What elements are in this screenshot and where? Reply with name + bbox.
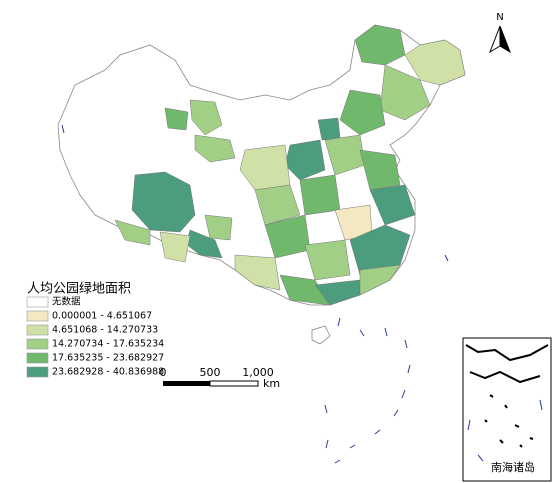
- region: [339, 89, 386, 136]
- region: [299, 174, 341, 216]
- region: [404, 39, 466, 86]
- region: [349, 224, 411, 276]
- region: [317, 117, 341, 141]
- region: [369, 184, 416, 226]
- region: [254, 184, 301, 226]
- region: [189, 99, 223, 136]
- region: [204, 214, 233, 241]
- inset-title: 南海诸岛: [491, 460, 535, 474]
- legend-swatch: [26, 310, 49, 322]
- inset-boundary: [467, 399, 543, 462]
- inset-islands: [484, 394, 534, 448]
- sea-boundary: [61, 124, 449, 464]
- region: [159, 231, 191, 263]
- scale-bar: km 0 500 1,000: [160, 366, 281, 390]
- scale-tick-label: 0: [160, 366, 167, 379]
- scale-segment: [209, 380, 259, 387]
- arrow-right: [499, 25, 511, 54]
- region: [354, 24, 406, 66]
- legend-swatch: [26, 296, 49, 308]
- map: [57, 24, 466, 464]
- region: [359, 264, 401, 296]
- legend-swatch: [26, 366, 49, 378]
- legend-swatch: [26, 324, 49, 336]
- scale-tick-label: 500: [200, 366, 221, 379]
- legend-label: 17.635235 - 23.682927: [52, 353, 164, 364]
- island: [311, 325, 331, 345]
- scale-unit: km: [263, 377, 280, 390]
- regions: [114, 24, 466, 306]
- region: [359, 149, 401, 191]
- region: [114, 219, 151, 246]
- north-label: N: [496, 12, 503, 23]
- legend-swatch: [26, 352, 49, 364]
- region: [164, 107, 189, 131]
- legend-label: 23.682928 - 40.836988: [52, 367, 164, 378]
- inset-coast: [465, 344, 549, 384]
- legend: 人均公园绿地面积 无数据 0.000001 - 4.651067 4.651068 …: [26, 282, 164, 378]
- region: [194, 134, 236, 163]
- inset-frame: [462, 337, 552, 482]
- north-arrow: N: [489, 12, 511, 54]
- legend-label: 14.270734 - 17.635234: [52, 339, 164, 350]
- arrow-left: [489, 25, 501, 54]
- legend-label: 0.000001 - 4.651067: [52, 311, 152, 322]
- legend-label: 无数据: [52, 296, 81, 308]
- region: [234, 254, 281, 291]
- legend-swatch: [26, 338, 49, 350]
- region: [131, 171, 196, 233]
- legend-label: 4.651068 - 14.270733: [52, 325, 158, 336]
- inset: 南海诸岛: [462, 337, 552, 482]
- region: [304, 239, 351, 281]
- legend-title: 人均公园绿地面积: [27, 282, 131, 297]
- scale-tick-label: 1,000: [242, 366, 274, 379]
- scale-segment: [163, 381, 210, 386]
